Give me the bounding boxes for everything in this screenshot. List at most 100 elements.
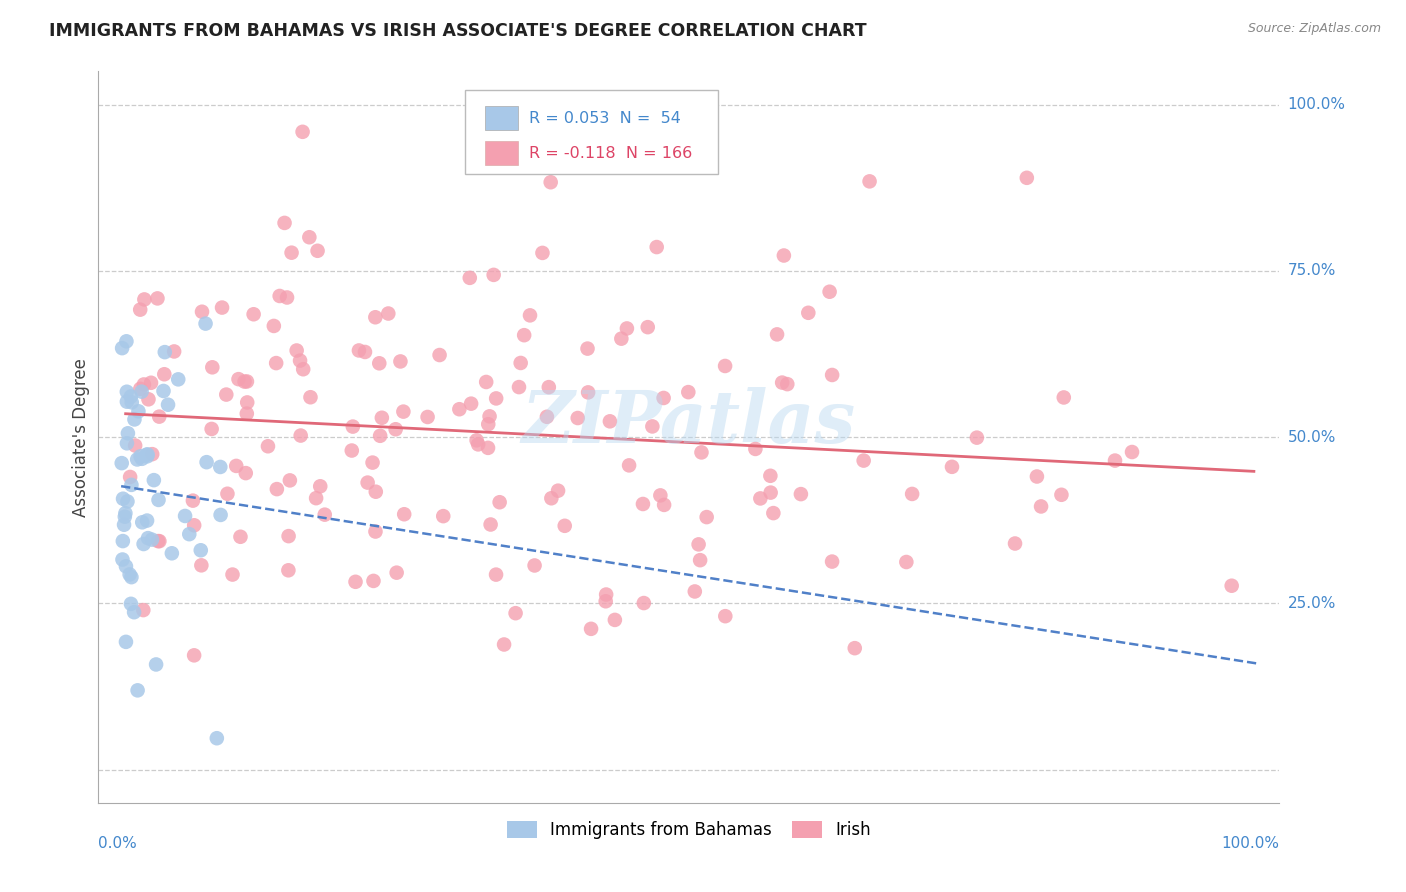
Point: [141, 447, 163, 461]
Point: [146, 292, 169, 306]
Point: [127, 452, 149, 467]
Point: [115, 334, 138, 349]
Point: [821, 555, 844, 569]
Point: [277, 563, 299, 577]
Point: [146, 534, 169, 549]
Point: [579, 622, 602, 636]
Point: [773, 248, 796, 262]
Point: [1053, 391, 1076, 405]
Point: [759, 468, 782, 483]
Text: 75.0%: 75.0%: [1288, 263, 1336, 278]
Point: [118, 567, 141, 582]
Point: [111, 456, 134, 470]
Point: [191, 304, 214, 318]
Point: [160, 546, 183, 560]
Point: [356, 475, 378, 490]
Point: [225, 458, 247, 473]
Point: [305, 491, 328, 505]
Point: [1220, 579, 1243, 593]
Point: [384, 422, 406, 436]
Point: [477, 441, 499, 455]
Point: [347, 343, 370, 358]
Point: [209, 508, 232, 522]
Point: [477, 417, 499, 432]
Point: [603, 613, 626, 627]
Point: [136, 531, 159, 545]
Bar: [485, 106, 517, 130]
Point: [120, 478, 142, 492]
Point: [652, 498, 675, 512]
Point: [307, 244, 329, 258]
Point: [114, 506, 136, 520]
Point: [478, 409, 501, 424]
Point: [364, 484, 387, 499]
Point: [266, 482, 288, 496]
Point: [385, 566, 408, 580]
Legend: Immigrants from Bahamas, Irish: Immigrants from Bahamas, Irish: [501, 814, 877, 846]
Point: [142, 473, 165, 487]
Point: [696, 510, 718, 524]
Point: [1104, 453, 1126, 467]
Point: [111, 552, 134, 566]
Point: [229, 530, 252, 544]
Point: [377, 306, 399, 320]
Point: [475, 375, 498, 389]
Point: [467, 437, 489, 451]
Point: [228, 372, 250, 386]
Point: [236, 407, 259, 421]
Point: [392, 404, 415, 418]
Point: [1050, 488, 1073, 502]
Point: [309, 479, 332, 493]
Point: [770, 376, 793, 390]
Point: [217, 487, 239, 501]
Point: [134, 293, 156, 307]
Point: [1025, 469, 1047, 483]
Point: [416, 409, 439, 424]
Point: [190, 558, 212, 573]
Point: [458, 270, 481, 285]
Point: [485, 567, 508, 582]
Point: [650, 488, 672, 502]
Point: [288, 353, 311, 368]
Point: [299, 390, 322, 404]
Point: [215, 387, 238, 401]
Point: [136, 450, 159, 464]
Text: 100.0%: 100.0%: [1222, 836, 1279, 851]
Point: [181, 493, 204, 508]
Point: [637, 320, 659, 334]
Point: [1015, 170, 1038, 185]
Point: [344, 574, 367, 589]
Point: [183, 648, 205, 663]
Point: [567, 411, 589, 425]
Point: [112, 517, 135, 532]
Point: [194, 317, 217, 331]
Point: [576, 342, 599, 356]
Point: [389, 354, 412, 368]
Point: [221, 567, 243, 582]
Point: [368, 429, 391, 443]
Point: [610, 332, 633, 346]
Point: [278, 474, 301, 488]
Point: [652, 391, 675, 405]
Point: [157, 398, 180, 412]
Point: [115, 394, 138, 409]
Point: [285, 343, 308, 358]
Point: [153, 345, 176, 359]
Point: [115, 384, 138, 399]
Point: [122, 605, 145, 619]
Point: [482, 268, 505, 282]
Point: [195, 455, 218, 469]
Point: [148, 492, 170, 507]
Point: [714, 609, 737, 624]
Point: [797, 306, 820, 320]
Text: 25.0%: 25.0%: [1288, 596, 1336, 611]
Point: [688, 537, 710, 551]
Point: [460, 397, 482, 411]
Point: [153, 368, 176, 382]
Point: [776, 377, 799, 392]
Point: [236, 375, 259, 389]
Text: Source: ZipAtlas.com: Source: ZipAtlas.com: [1247, 22, 1381, 36]
Point: [127, 404, 149, 418]
Point: [901, 487, 924, 501]
Point: [129, 382, 152, 396]
